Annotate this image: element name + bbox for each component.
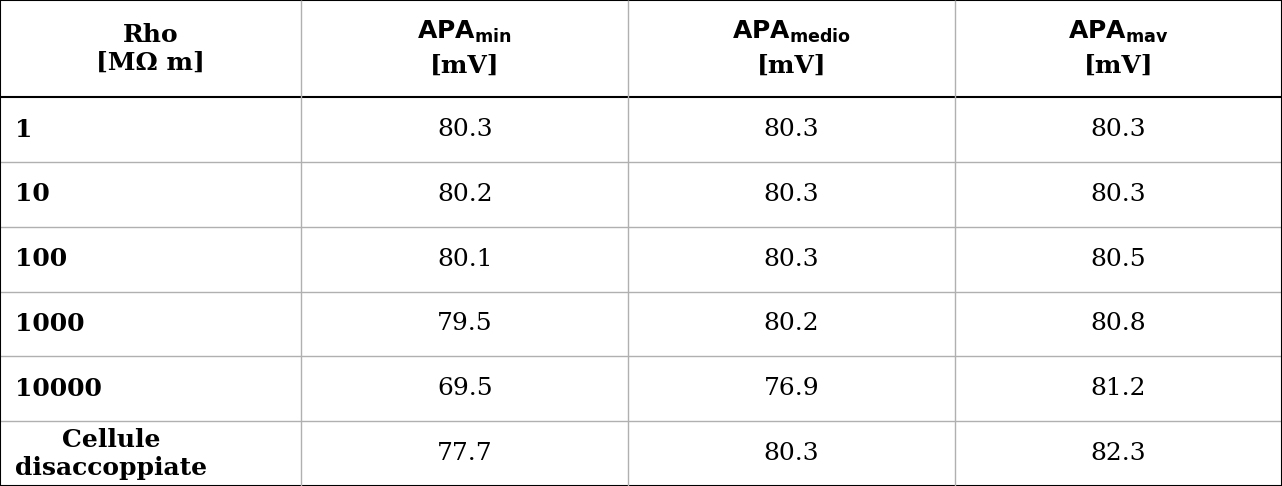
Text: 80.3: 80.3 xyxy=(437,118,492,141)
Text: 80.3: 80.3 xyxy=(1091,183,1146,206)
Text: [mV]: [mV] xyxy=(429,53,500,78)
Text: 69.5: 69.5 xyxy=(437,377,492,400)
Text: 77.7: 77.7 xyxy=(437,442,492,465)
Text: 80.3: 80.3 xyxy=(764,442,819,465)
Text: Rho
[MΩ m]: Rho [MΩ m] xyxy=(96,23,205,74)
Text: [mV]: [mV] xyxy=(1083,53,1154,78)
Text: 80.2: 80.2 xyxy=(437,183,492,206)
Text: $\mathbf{APA}_{\mathbf{min}}$: $\mathbf{APA}_{\mathbf{min}}$ xyxy=(418,18,512,45)
Text: Cellule
disaccoppiate: Cellule disaccoppiate xyxy=(15,428,208,480)
Text: 79.5: 79.5 xyxy=(437,312,492,335)
Text: 80.5: 80.5 xyxy=(1091,248,1146,271)
Text: 80.1: 80.1 xyxy=(437,248,492,271)
Text: 80.3: 80.3 xyxy=(764,183,819,206)
Text: 80.2: 80.2 xyxy=(764,312,819,335)
Text: $\mathbf{APA}_{\mathbf{medio}}$: $\mathbf{APA}_{\mathbf{medio}}$ xyxy=(732,18,851,45)
Text: 80.3: 80.3 xyxy=(764,248,819,271)
Text: 76.9: 76.9 xyxy=(764,377,819,400)
Text: 81.2: 81.2 xyxy=(1091,377,1146,400)
Text: 1000: 1000 xyxy=(15,312,85,336)
Text: $\mathbf{APA}_{\mathbf{mav}}$: $\mathbf{APA}_{\mathbf{mav}}$ xyxy=(1068,18,1169,45)
Text: 82.3: 82.3 xyxy=(1091,442,1146,465)
Text: 80.3: 80.3 xyxy=(1091,118,1146,141)
Text: 1: 1 xyxy=(15,118,33,141)
Text: 80.3: 80.3 xyxy=(764,118,819,141)
Text: 10000: 10000 xyxy=(15,377,103,401)
Text: 80.8: 80.8 xyxy=(1091,312,1146,335)
Text: 100: 100 xyxy=(15,247,68,271)
Text: [mV]: [mV] xyxy=(756,53,827,78)
Text: 10: 10 xyxy=(15,182,50,207)
